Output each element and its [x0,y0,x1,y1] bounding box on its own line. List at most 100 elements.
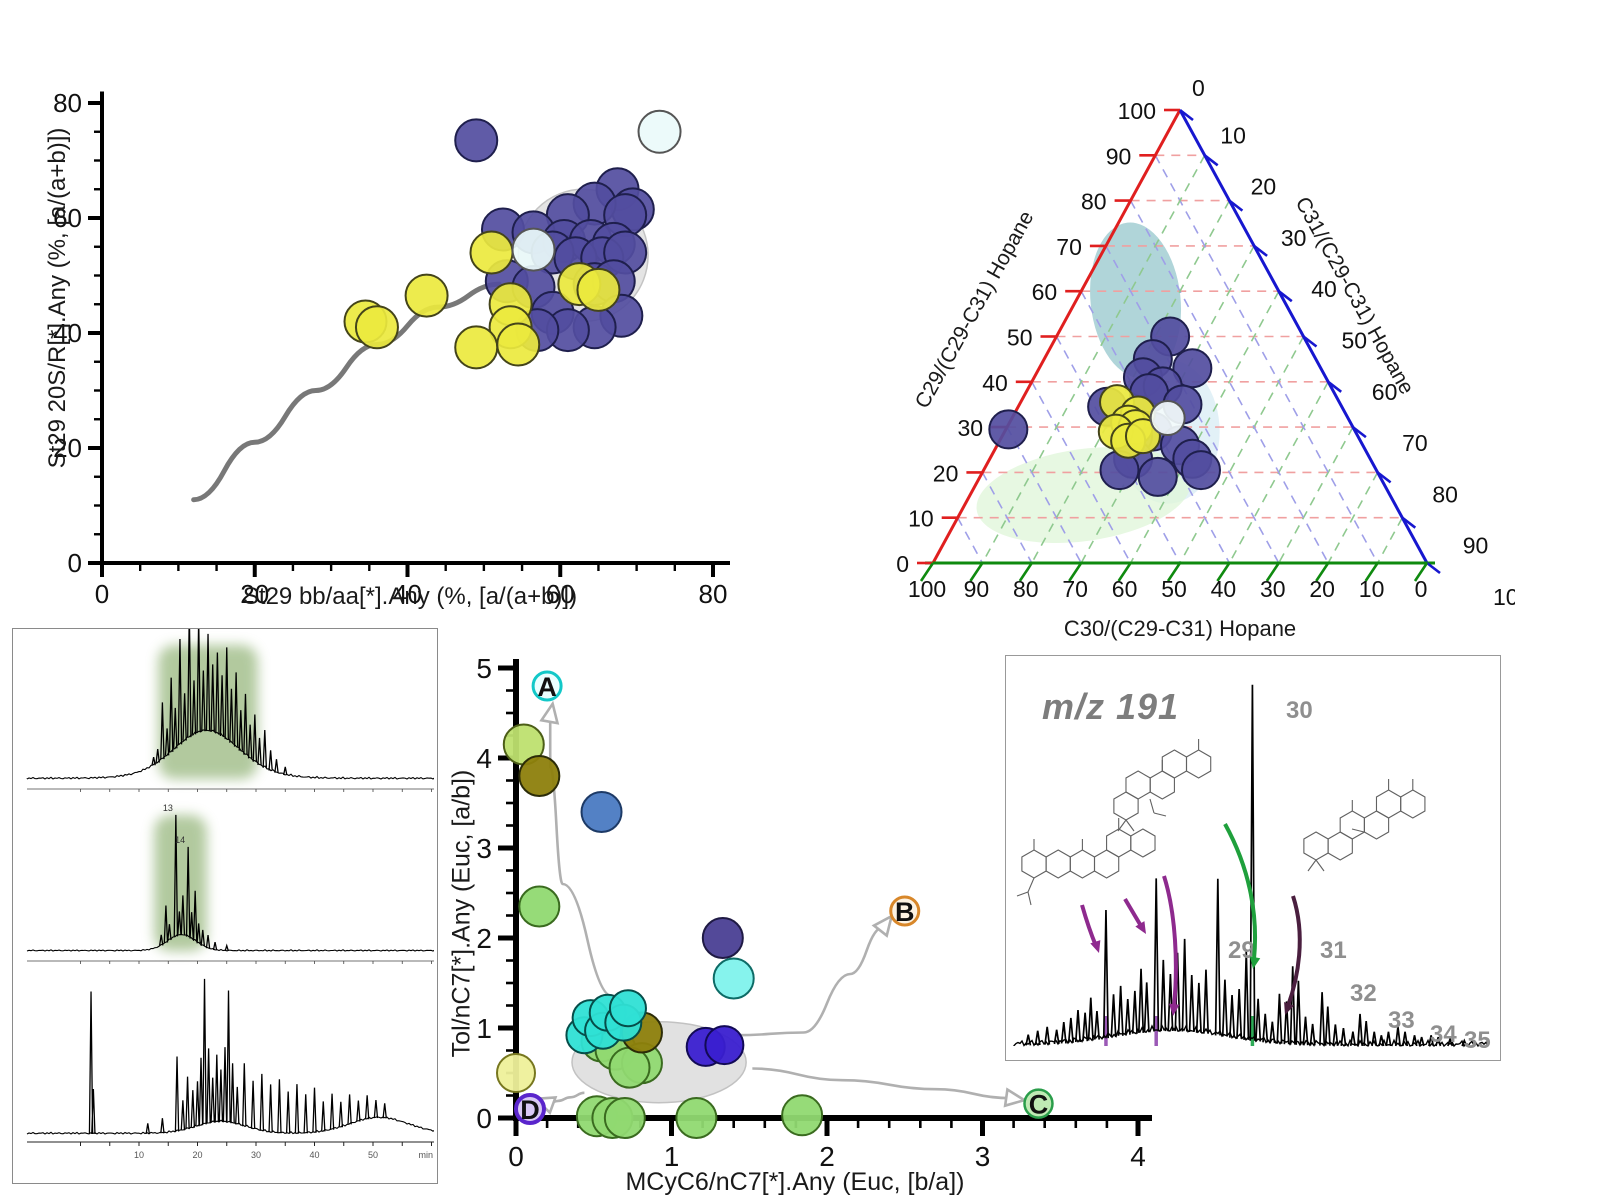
svg-text:40: 40 [1211,576,1237,602]
light-hydrocarbon-scatter-panel: 0 1 2 3 4 0 1 2 3 4 5 A B C D [440,630,1157,1200]
svg-text:2: 2 [819,1141,835,1172]
peak-number-label: 29 [1228,937,1255,964]
data-point [518,755,561,797]
series-pale-yellow [496,1053,536,1093]
svg-text:1: 1 [476,1013,492,1044]
peak-number-label: 34 [1430,1021,1457,1048]
svg-text:20: 20 [53,433,82,463]
svg-text:0: 0 [508,1141,524,1172]
trend-curve [191,281,502,503]
data-point [781,1094,824,1137]
green-highlight [158,645,258,779]
svg-text:4: 4 [476,743,492,774]
svg-text:40: 40 [1311,276,1337,302]
peak-number-label: 33 [1388,1007,1415,1034]
svg-text:100: 100 [1493,584,1515,610]
data-point [675,1097,718,1139]
svg-text:80: 80 [1013,576,1039,602]
assignment-arrows [1080,823,1302,1016]
arrow-to-B [736,925,884,1037]
data-point [1137,456,1178,497]
x-tick-label: 20 [192,1150,202,1160]
svg-text:3: 3 [476,833,492,864]
peak-number-label: 35 [1464,1027,1491,1054]
hopane-ternary-plot: 0102030405060708090100010203040506070809… [896,75,1531,610]
data-point [576,267,621,312]
svg-text:60: 60 [1032,279,1058,305]
sterane-scatter-panel: 0 0 20 20 40 40 60 60 80 80 [20,70,736,615]
svg-text:0: 0 [68,548,82,578]
data-point [1124,418,1161,455]
svg-text:10: 10 [1359,576,1385,602]
endmember-B [889,895,921,927]
chromatogram-stack: 13 14 10 20 30 40 50 min [26,608,438,1160]
endmember-D [513,1093,546,1125]
annotation-arrows [532,700,1028,1116]
svg-text:30: 30 [958,415,984,441]
x-tick-label: 40 [309,1150,319,1160]
baseline-trace [26,933,438,952]
svg-text:80: 80 [53,88,82,118]
peaks-trace [1025,684,1468,1047]
series-yellow [343,230,621,370]
maroon-arrow [1286,895,1302,1007]
sterane-scatter-plot: 00 20 20 40 40 60 60 80 80 [53,88,736,609]
svg-text:40: 40 [53,318,82,348]
svg-text:70: 70 [1056,234,1082,260]
x-tick-label: 50 [368,1150,378,1160]
data-point [608,989,647,1028]
svg-text:40: 40 [393,579,422,609]
data-point [496,1053,536,1093]
arrow-to-A [548,717,613,998]
whole-oil-gc-1 [26,608,438,792]
data-point [704,1025,745,1066]
series-pale-cyan [712,957,755,1000]
endmember-C [1023,1088,1054,1119]
svg-text:90: 90 [964,576,990,602]
data-point [712,957,755,1000]
endmember-label: A [537,672,557,702]
svg-text:60: 60 [1112,576,1138,602]
data-point [580,791,623,833]
data-point [496,322,541,367]
svg-text:0: 0 [1192,75,1205,101]
svg-text:20: 20 [1309,576,1335,602]
chromatogram-stack-panel: 13 14 10 20 30 40 50 min [12,608,438,1184]
light-hydrocarbon-scatter-plot: 0 1 2 3 4 0 1 2 3 4 5 A B C D [476,653,1157,1172]
baseline-trace [26,729,438,780]
data-point [701,917,744,959]
svg-text:60: 60 [546,579,575,609]
mz191-fragmentogram-panel: 29 30 31 32 33 34 35 [1005,655,1501,1061]
svg-text:100: 100 [908,576,946,602]
series-navy [988,316,1221,497]
endmember-A [531,670,563,702]
svg-text:20: 20 [240,579,269,609]
svg-text:4: 4 [1130,1141,1146,1172]
svg-text:70: 70 [1402,430,1428,456]
svg-text:80: 80 [1081,189,1107,215]
data-point [454,118,499,163]
whole-oil-gc-3: 10 20 30 40 50 min [26,978,438,1160]
peaks-trace [158,814,229,952]
svg-text:70: 70 [1062,576,1088,602]
svg-text:0: 0 [95,579,109,609]
svg-text:30: 30 [1260,576,1286,602]
data-point [511,227,556,272]
data-point [469,230,514,275]
svg-text:100: 100 [1118,98,1156,124]
svg-text:60: 60 [53,203,82,233]
data-point [518,885,561,928]
data-point [354,305,399,350]
svg-text:20: 20 [1251,174,1277,200]
svg-text:60: 60 [1372,379,1398,405]
svg-text:1: 1 [664,1141,680,1172]
data-point [603,1097,646,1139]
green-arrow [1223,823,1258,960]
x-tick-label: 10 [134,1150,144,1160]
svg-text:2: 2 [476,923,492,954]
hopane-ternary-panel: 0 10 20 30 40 50 60 70 80 90 100 0 10 20 30 40 50 60 70 80 9… [870,45,1531,660]
endmember-label: C [1029,1090,1049,1120]
x-tick-label: 30 [251,1150,261,1160]
peaks-trace [88,978,387,1135]
